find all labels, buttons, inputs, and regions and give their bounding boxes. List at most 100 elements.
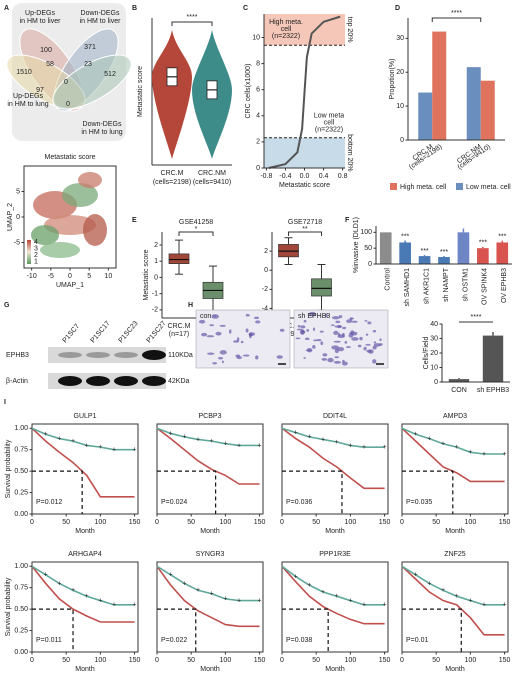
micrograph xyxy=(195,309,291,369)
survival-curve xyxy=(401,427,505,483)
venn-set-label: Down-DEGs xyxy=(81,10,120,17)
significance-bracket xyxy=(178,231,214,236)
x-tick-label: CON xyxy=(451,387,467,394)
p-value: P=0.038 xyxy=(286,637,312,644)
venn-count: 58 xyxy=(46,61,54,68)
cell-stain xyxy=(304,337,310,340)
x-tick-label: 0 xyxy=(400,519,404,526)
sample-label: P1SC27 xyxy=(146,320,168,345)
y-tick-label: 0.75 xyxy=(14,447,28,454)
bar xyxy=(457,232,470,264)
y-tick-label: 0.75 xyxy=(14,585,28,592)
censor-mark: + xyxy=(258,597,262,604)
x-tick-label: CRC.NM xyxy=(198,170,226,177)
censor-mark: + xyxy=(455,444,459,451)
x-tick-label: 10 xyxy=(104,273,112,280)
box xyxy=(311,278,332,297)
cell-stain xyxy=(333,340,341,343)
x-tick-label: 0 xyxy=(30,657,34,664)
median-line xyxy=(32,608,74,652)
venn-count: 371 xyxy=(84,44,96,51)
y-tick-label: 8 xyxy=(256,60,260,67)
significance: *** xyxy=(420,248,428,255)
annotation: bottom 20% xyxy=(346,134,353,171)
censor-mark: + xyxy=(441,587,445,594)
x-tick-label: sh EPHB3 xyxy=(477,387,509,394)
x-tick-label: 0 xyxy=(280,519,284,526)
chart-title: GSE72718 xyxy=(288,219,322,226)
cell-stain xyxy=(279,328,285,332)
x-tick-label: 0 xyxy=(68,273,72,280)
venn-set-label: in HM to liver xyxy=(80,18,122,25)
censor-mark: + xyxy=(237,597,241,604)
bar xyxy=(399,242,411,264)
x-axis-label: Month xyxy=(75,666,95,673)
censor-mark: + xyxy=(223,441,227,448)
cell-stain xyxy=(364,320,368,322)
survival-curve xyxy=(281,427,385,448)
x-tick-label: 150 xyxy=(129,657,141,664)
violin xyxy=(152,30,192,159)
cell-stain xyxy=(276,355,283,359)
significance: **** xyxy=(471,314,482,321)
y-tick-label: 2 xyxy=(154,242,158,249)
venn-set-label: Down-DEGs xyxy=(83,121,122,128)
censor-mark: + xyxy=(427,580,431,587)
plot-frame xyxy=(156,423,264,515)
censor-mark: + xyxy=(258,442,262,449)
censor-mark: + xyxy=(44,572,48,579)
venn-set-label: in HM to lung xyxy=(81,129,122,136)
blot-row-label: β-Actin xyxy=(6,378,28,385)
colorbar-label: 3 xyxy=(34,245,38,252)
cell-stain xyxy=(368,349,374,354)
x-tick-label: 0.8 xyxy=(338,173,348,180)
x-tick-label: 100 xyxy=(95,657,107,664)
x-axis-label: Month xyxy=(325,666,345,673)
censor-mark: + xyxy=(503,602,507,609)
cell-stain xyxy=(240,340,244,344)
cell-stain xyxy=(346,319,353,324)
blot-row-label: EPHB3 xyxy=(6,352,29,359)
p-value: P=0.035 xyxy=(406,499,432,506)
censor-mark: + xyxy=(169,572,173,579)
x-tick-label: 50 xyxy=(62,657,70,664)
venn-count: 100 xyxy=(40,47,52,54)
censor-mark: + xyxy=(71,438,75,445)
censor-mark: + xyxy=(210,438,214,445)
blot-size-label: 42KDa xyxy=(168,378,190,385)
umap-title: Metastatic score xyxy=(45,154,96,161)
p-value: P=0.011 xyxy=(36,637,62,644)
censor-mark: + xyxy=(85,442,89,449)
cell-stain xyxy=(321,357,328,361)
median-line xyxy=(282,608,329,652)
cell-stain xyxy=(359,336,363,341)
significance: ** xyxy=(302,226,308,233)
median-line xyxy=(282,470,343,514)
image-label: sh EPHB3 xyxy=(298,313,330,320)
cell-stain xyxy=(207,352,215,355)
panel-label: I xyxy=(4,399,6,406)
annotation: High meta. xyxy=(269,19,303,26)
plot-frame xyxy=(281,561,389,653)
y-axis-label: Metastatic score xyxy=(143,249,150,300)
p-value: P=0.024 xyxy=(161,499,187,506)
censor-mark: + xyxy=(44,431,48,438)
chart-title: SYNGR3 xyxy=(196,551,225,558)
cell-stain xyxy=(351,320,358,323)
x-tick-label: CRC.M xyxy=(168,323,191,330)
cell-stain xyxy=(308,311,316,317)
censor-mark: + xyxy=(196,587,200,594)
median-line xyxy=(32,470,83,514)
cell-stain xyxy=(316,338,322,342)
sample-label: P1SC17 xyxy=(90,320,112,345)
colorbar-label: 4 xyxy=(34,239,38,246)
panel-label: H xyxy=(188,302,193,309)
y-tick-label: 10 xyxy=(252,34,260,41)
panel-label: C xyxy=(243,5,248,12)
bar xyxy=(480,80,495,140)
censor-mark: + xyxy=(482,451,486,458)
legend-swatch xyxy=(390,183,397,190)
x-tick-label: 50 xyxy=(432,657,440,664)
venn-set-label: in HM to lung xyxy=(7,101,48,108)
x-axis-label: UMAP_1 xyxy=(56,282,84,289)
